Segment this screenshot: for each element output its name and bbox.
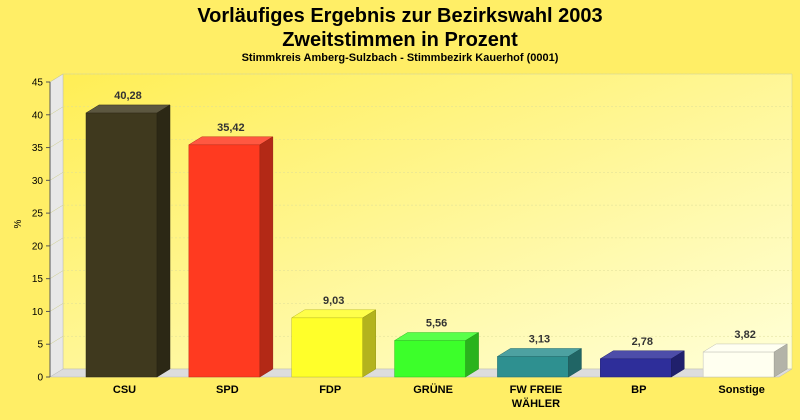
bar-group: 2,78 <box>599 336 686 378</box>
y-tick-label: 0 <box>37 373 43 384</box>
bar-group: 3,82 <box>702 329 789 378</box>
grid-line-diagonal <box>49 73 64 83</box>
bar-group: 5,56 <box>393 318 480 378</box>
y-axis-label: % <box>13 219 24 228</box>
bar <box>600 358 672 378</box>
bar-side <box>671 350 685 378</box>
grid-line-diagonal <box>49 106 64 115</box>
bar <box>497 356 569 378</box>
y-tick-label: 20 <box>32 241 44 252</box>
y-tick-label: 30 <box>32 176 44 187</box>
x-tick-label: FW FREIE <box>510 384 563 396</box>
x-tick-label: Sonstige <box>718 384 764 396</box>
grid-line-diagonal <box>49 237 64 247</box>
bar-top <box>496 348 583 357</box>
plot-left-wall <box>49 73 64 378</box>
grid-line-diagonal <box>49 172 64 181</box>
chart-subtitle: Stimmkreis Amberg-Sulzbach - Stimmbezirk… <box>241 52 559 64</box>
chart-title: Vorläufiges Ergebnis zur Bezirkswahl 200… <box>0 4 800 52</box>
bar-top <box>85 104 171 114</box>
grid-line-diagonal <box>49 139 64 148</box>
y-axis-ticks: 0 5 10 15 20 25 30 35 40 45 <box>32 78 50 384</box>
bar <box>85 112 158 378</box>
y-tick-label: 25 <box>32 209 44 220</box>
data-label: 9,03 <box>323 295 344 307</box>
bar <box>702 351 775 378</box>
x-tick-label: GRÜNE <box>413 383 453 396</box>
chart-title-line2: Zweitstimmen in Prozent <box>282 29 518 51</box>
x-tick-label: FDP <box>319 384 341 396</box>
bar-top <box>187 136 274 146</box>
bar <box>291 317 363 378</box>
data-label: 2,78 <box>632 336 653 348</box>
bar-side <box>773 343 788 378</box>
y-tick-label: 35 <box>32 143 44 154</box>
bar <box>394 340 466 378</box>
bar-top <box>290 309 377 319</box>
bar-top <box>702 343 789 353</box>
grid-lines <box>49 73 792 345</box>
grid-line-diagonal <box>49 204 64 214</box>
y-tick-label: 45 <box>32 78 44 89</box>
data-label: 35,42 <box>217 122 245 134</box>
bar-side <box>362 309 376 378</box>
y-tick-label: 40 <box>32 110 44 121</box>
grid-line-diagonal <box>49 303 64 312</box>
x-tick-label: BP <box>631 384 646 396</box>
x-tick-label: WÄHLER <box>512 397 560 410</box>
bar <box>188 144 261 378</box>
x-tick-label: SPD <box>216 384 239 396</box>
y-tick-label: 10 <box>32 307 44 318</box>
bar-side <box>259 136 274 378</box>
data-label: 3,13 <box>529 333 550 345</box>
bar-group: 35,42 <box>187 122 274 378</box>
grid-line-diagonal <box>49 336 64 345</box>
bar-side <box>156 104 171 378</box>
bars: 40,28 35,42 9,03 5,56 3,13 2,78 3,82 <box>85 90 789 378</box>
bar-side <box>568 348 582 378</box>
bar-side <box>465 332 479 378</box>
x-tick-label: CSU <box>113 384 136 396</box>
bar-group: 40,28 <box>85 90 171 378</box>
data-label: 40,28 <box>114 90 142 102</box>
bar-group: 9,03 <box>290 295 377 378</box>
y-tick-label: 15 <box>32 274 44 285</box>
bar-top <box>599 350 686 360</box>
chart-title-line1: Vorläufiges Ergebnis zur Bezirkswahl 200… <box>197 5 603 27</box>
bar-top <box>393 332 480 341</box>
data-label: 5,56 <box>426 318 447 330</box>
grid-line-diagonal <box>49 270 64 279</box>
y-tick-label: 5 <box>37 340 43 351</box>
data-label: 3,82 <box>734 329 755 341</box>
bar-group: 3,13 <box>496 333 583 378</box>
